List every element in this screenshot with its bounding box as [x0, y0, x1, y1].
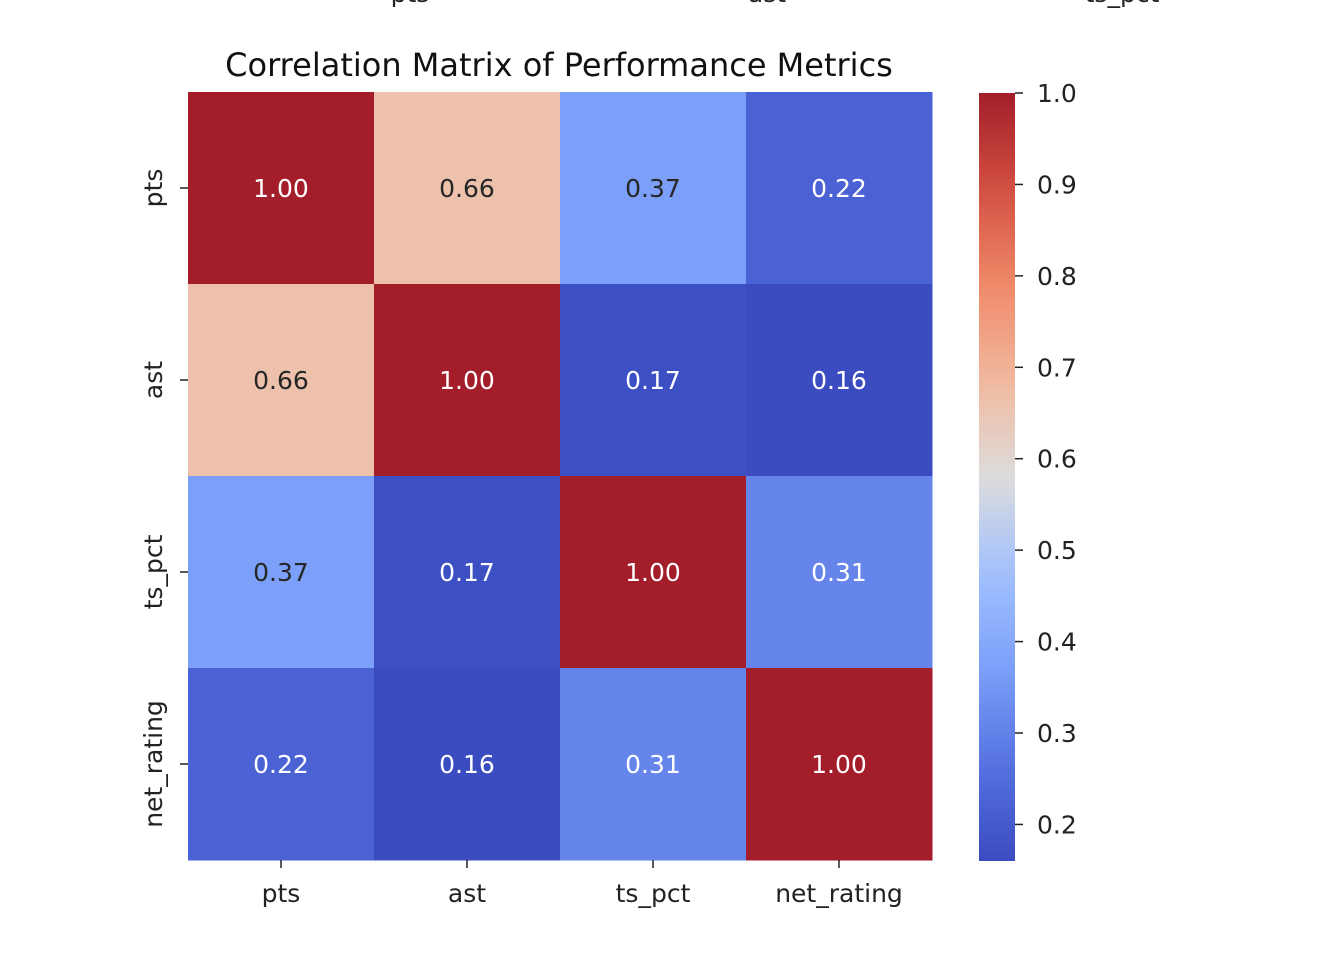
heatmap-value-label-ts_pct-ast: 0.17	[439, 558, 495, 587]
heatmap-value-label-pts-pts: 1.00	[253, 174, 309, 203]
clipped-top-label-pts: pts	[391, 0, 430, 8]
heatmap-cell-pts-ast	[374, 92, 561, 285]
heatmap-value-label-ast-ast: 1.00	[439, 366, 495, 395]
heatmap-value-label-ts_pct-pts: 0.37	[253, 558, 309, 587]
y-axis: pts ast ts_pct net_rating	[139, 169, 188, 828]
x-axis: pts ast ts_pct net_rating	[262, 860, 903, 908]
heatmap-value-label-ts_pct-net_rating: 0.31	[811, 558, 867, 587]
colorbar-tick-label-1.0: 1.0	[1037, 79, 1077, 108]
colorbar-tick-label-0.4: 0.4	[1037, 628, 1077, 657]
heatmap-cell-ast-ast	[374, 284, 561, 477]
heatmap-cell-ast-net_rating	[746, 284, 933, 477]
colorbar-tick-label-0.7: 0.7	[1037, 353, 1077, 382]
clipped-top-label-ast: ast	[748, 0, 786, 8]
y-tick-label-ast: ast	[139, 361, 168, 399]
heatmap-cell-ts_pct-pts	[188, 476, 375, 669]
heatmap-value-label-ast-pts: 0.66	[253, 366, 309, 395]
heatmap-value-label-ast-net_rating: 0.16	[811, 366, 867, 395]
heatmap-cell-net_rating-pts	[188, 668, 375, 861]
chart-title: Correlation Matrix of Performance Metric…	[225, 46, 893, 84]
y-tick-label-net_rating: net_rating	[139, 700, 168, 828]
x-tick-label-net_rating: net_rating	[775, 879, 903, 908]
colorbar-tick-label-0.2: 0.2	[1037, 810, 1077, 839]
heatmap-value-label-pts-ast: 0.66	[439, 174, 495, 203]
heatmap-cell-ast-pts	[188, 284, 375, 477]
heatmap-cell-net_rating-ts_pct	[560, 668, 747, 861]
colorbar-tick-label-0.9: 0.9	[1037, 170, 1077, 199]
x-tick-label-pts: pts	[262, 879, 301, 908]
colorbar-tick-label-0.8: 0.8	[1037, 262, 1077, 291]
heatmap-value-label-net_rating-pts: 0.22	[253, 750, 309, 779]
heatmap-cell-ts_pct-net_rating	[746, 476, 933, 669]
heatmap-value-label-pts-ts_pct: 0.37	[625, 174, 681, 203]
heatmap-cell-ast-ts_pct	[560, 284, 747, 477]
colorbar-tick-label-0.3: 0.3	[1037, 719, 1077, 748]
heatmap-value-label-ts_pct-ts_pct: 1.00	[625, 558, 681, 587]
clipped-top-label-ts_pct: ts_pct	[1085, 0, 1160, 8]
heatmap-value-label-pts-net_rating: 0.22	[811, 174, 867, 203]
y-tick-label-pts: pts	[139, 169, 168, 208]
heatmap-grid: 1.00 0.66 0.37 0.22 0.66 1.00 0.17 0.16 0.37 0.17…	[188, 92, 933, 861]
y-tick-label-ts_pct: ts_pct	[139, 534, 168, 609]
heatmap-value-label-net_rating-ts_pct: 0.31	[625, 750, 681, 779]
x-tick-label-ts_pct: ts_pct	[616, 879, 691, 908]
heatmap-value-label-net_rating-net_rating: 1.00	[811, 750, 867, 779]
heatmap-value-label-ast-ts_pct: 0.17	[625, 366, 681, 395]
heatmap-cell-pts-pts	[188, 92, 375, 285]
heatmap-cell-net_rating-ast	[374, 668, 561, 861]
heatmap-cell-ts_pct-ast	[374, 476, 561, 669]
clipped-top-labels: pts ast ts_pct	[391, 0, 1160, 8]
colorbar-tick-label-0.5: 0.5	[1037, 536, 1077, 565]
colorbar: 1.0 0.9 0.8 0.7 0.6 0.5 0.4 0.3 0.2	[979, 79, 1077, 861]
heatmap-value-label-net_rating-ast: 0.16	[439, 750, 495, 779]
x-tick-label-ast: ast	[448, 879, 486, 908]
heatmap-cell-ts_pct-ts_pct	[560, 476, 747, 669]
heatmap-cell-pts-ts_pct	[560, 92, 747, 285]
heatmap-cell-pts-net_rating	[746, 92, 933, 285]
heatmap-cell-net_rating-net_rating	[746, 668, 933, 861]
colorbar-tick-label-0.6: 0.6	[1037, 445, 1077, 474]
colorbar-gradient	[979, 93, 1015, 861]
